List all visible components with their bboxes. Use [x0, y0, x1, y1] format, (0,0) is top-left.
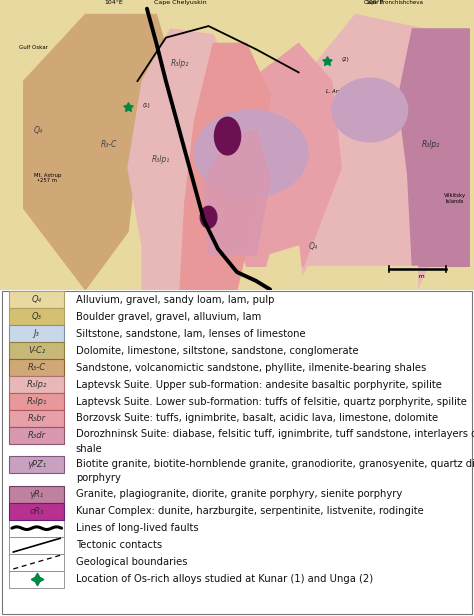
Polygon shape [0, 0, 142, 290]
Text: Boulder gravel, gravel, alluvium, lam: Boulder gravel, gravel, alluvium, lam [76, 312, 261, 322]
Bar [9, 427, 64, 444]
Text: L. Anuchino: L. Anuchino [326, 89, 357, 94]
Text: Tectonic contacts: Tectonic contacts [76, 540, 162, 550]
Bar [9, 376, 64, 393]
Polygon shape [180, 43, 270, 290]
Text: γPZ₁: γPZ₁ [243, 149, 260, 158]
Bar [9, 410, 64, 427]
Text: γR₁: γR₁ [29, 490, 44, 499]
Ellipse shape [194, 110, 308, 197]
Text: Mt. Astrup
•257 m: Mt. Astrup •257 m [34, 172, 61, 184]
Polygon shape [24, 14, 171, 290]
Text: R₃br: R₃br [27, 414, 46, 423]
Text: porphyry: porphyry [76, 473, 121, 484]
Text: J₃: J₃ [34, 329, 40, 338]
Text: Location of Os-rich alloys studied at Kunar (1) and Unga (2): Location of Os-rich alloys studied at Ku… [76, 574, 373, 584]
Polygon shape [294, 266, 417, 290]
Text: shale: shale [76, 444, 102, 454]
Text: Dorozhninsk Suite: diabase, felsitic tuff, ignimbrite, tuff sandstone, interlaye: Dorozhninsk Suite: diabase, felsitic tuf… [76, 429, 474, 439]
Text: 104°E: 104°E [104, 1, 123, 6]
Text: 106°E: 106°E [365, 1, 384, 6]
Bar [9, 570, 64, 588]
Text: Gulf Oskar: Gulf Oskar [18, 45, 48, 51]
Text: R₃-C: R₃-C [101, 140, 117, 149]
Text: Granite, plagiogranite, diorite, granite porphyry, sienite porphyry: Granite, plagiogranite, diorite, granite… [76, 489, 402, 499]
Bar [9, 520, 64, 537]
Bar [9, 325, 64, 342]
Text: R₃lp₂: R₃lp₂ [27, 380, 47, 389]
Bar [9, 554, 64, 570]
Text: Mt. Kristiansen
257 m: Mt. Kristiansen 257 m [228, 176, 265, 186]
Text: 5 km: 5 km [409, 274, 425, 279]
Text: Borzovsk Suite: tuffs, ignimbrite, basalt, acidic lava, limestone, dolomite: Borzovsk Suite: tuffs, ignimbrite, basal… [76, 413, 438, 423]
Polygon shape [0, 0, 474, 290]
Text: σR₃: σR₃ [29, 507, 44, 516]
Polygon shape [128, 29, 237, 290]
Text: Q₄: Q₄ [32, 295, 42, 304]
Bar [9, 342, 64, 359]
Text: Geological boundaries: Geological boundaries [76, 557, 187, 567]
Text: Cape Pronchishcheva: Cape Pronchishcheva [364, 1, 423, 6]
Text: Biotite granite, biotite-hornblende granite, granodiorite, granosyenite, quartz : Biotite granite, biotite-hornblende gran… [76, 459, 474, 469]
Text: V-C₂: V-C₂ [28, 346, 46, 355]
Bar [9, 359, 64, 376]
Text: Kunar Complex: dunite, harzburgite, serpentinite, listvenite, rodingite: Kunar Complex: dunite, harzburgite, serp… [76, 506, 424, 516]
Text: R₃-C: R₃-C [27, 363, 46, 372]
Text: Siltstone, sandstone, lam, lenses of limestone: Siltstone, sandstone, lam, lenses of lim… [76, 328, 305, 339]
Text: Sandstone, volcanomictic sandstone, phyllite, ilmenite-bearing shales: Sandstone, volcanomictic sandstone, phyl… [76, 363, 426, 373]
Text: R₃lp₁: R₃lp₁ [27, 397, 47, 406]
Bar [9, 291, 64, 308]
Text: R₃lp₁: R₃lp₁ [152, 155, 170, 164]
Text: (2): (2) [341, 57, 349, 62]
Text: Lines of long-lived faults: Lines of long-lived faults [76, 523, 199, 533]
Text: Q₃: Q₃ [32, 312, 42, 321]
Ellipse shape [332, 78, 408, 142]
Bar [9, 537, 64, 554]
Text: R₃lp₂: R₃lp₂ [171, 59, 189, 68]
Text: (1): (1) [142, 103, 150, 108]
Text: Dolomite, limestone, siltstone, sandstone, conglomerate: Dolomite, limestone, siltstone, sandston… [76, 346, 358, 355]
Polygon shape [284, 14, 465, 290]
Ellipse shape [214, 117, 240, 155]
Text: Q₄: Q₄ [34, 126, 42, 135]
Text: γPZ₁: γPZ₁ [361, 103, 378, 111]
Polygon shape [204, 130, 270, 255]
Text: Laptevsk Suite. Lower sub-formation: tuffs of felsitie, quartz porphyrite, spili: Laptevsk Suite. Lower sub-formation: tuf… [76, 397, 467, 407]
Text: Cape Chelyuskin: Cape Chelyuskin [154, 1, 207, 6]
Text: R₃br: R₃br [276, 169, 292, 178]
Ellipse shape [200, 206, 217, 228]
Text: Vilkitsky
Islands: Vilkitsky Islands [444, 193, 466, 204]
Text: Alluvium, gravel, sandy loam, lam, pulp: Alluvium, gravel, sandy loam, lam, pulp [76, 294, 274, 305]
Polygon shape [398, 29, 469, 266]
Text: γPZ₁: γPZ₁ [27, 460, 46, 469]
Text: Q₄: Q₄ [309, 241, 317, 251]
Bar [9, 486, 64, 503]
Text: σR₃: σR₃ [221, 132, 234, 140]
Bar [9, 308, 64, 325]
Bar [9, 393, 64, 410]
Bar [9, 503, 64, 520]
Bar [9, 456, 64, 473]
Text: R₃dr: R₃dr [27, 431, 46, 440]
Text: Laptevsk Suite. Upper sub-formation: andesite basaltic porphyrite, spilite: Laptevsk Suite. Upper sub-formation: and… [76, 379, 442, 389]
Polygon shape [261, 246, 303, 290]
Text: R₃lp₂: R₃lp₂ [422, 140, 440, 149]
Polygon shape [232, 43, 341, 266]
